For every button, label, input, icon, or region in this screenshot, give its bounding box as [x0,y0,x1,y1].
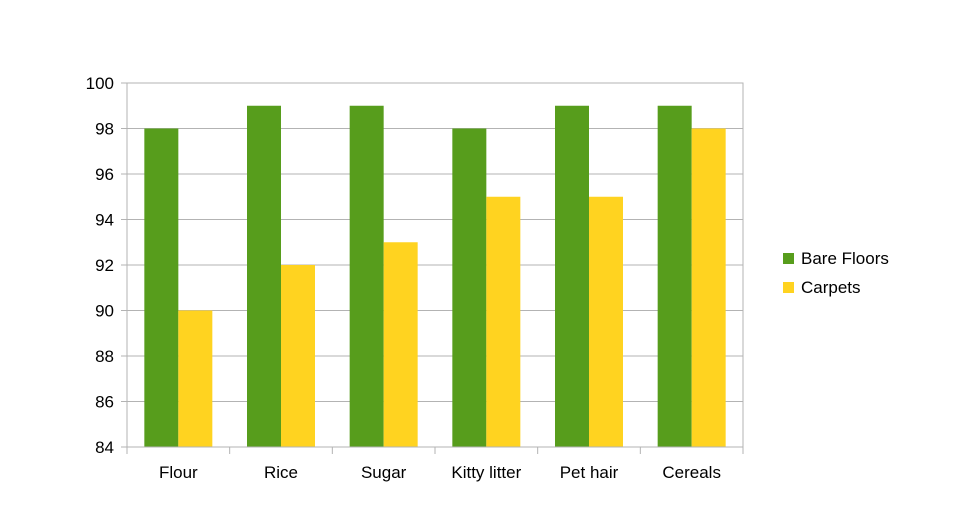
bar-carpets-rice [281,265,315,447]
x-tick-label: Sugar [361,463,407,482]
x-tick-label: Kitty litter [451,463,521,482]
y-tick-label: 86 [95,393,114,412]
y-tick-label: 100 [86,74,114,93]
bar-carpets-cereals [691,128,726,447]
bar-bare-floors-cereals [657,105,692,447]
legend-label: Bare Floors [801,248,889,268]
y-tick-label: 92 [95,256,114,275]
bar-carpets-pet-hair [589,196,623,447]
y-tick-label: 98 [95,120,114,139]
legend-swatch-bare-floors [783,253,794,264]
legend-swatch-carpets [783,282,794,293]
x-tick-label: Rice [264,463,298,482]
x-tick-label: Flour [159,463,198,482]
bar-bare-floors-kitty-litter [452,128,487,447]
y-tick-label: 88 [95,347,114,366]
bar-bare-floors-pet-hair [555,105,589,447]
x-tick-label: Cereals [662,463,721,482]
bar-bare-floors-rice [247,105,281,447]
bar-carpets-flour [178,310,213,447]
bars [144,105,726,447]
x-tick-labels: Flour Rice Sugar Kitty litter Pet hair Cereal… [159,463,721,482]
y-tick-label: 84 [95,438,114,457]
bar-bare-floors-flour [144,128,179,447]
y-tick-label: 90 [95,302,114,321]
x-tick-label: Pet hair [560,463,619,482]
axes [126,82,744,454]
bar-carpets-kitty-litter [486,196,521,447]
y-tick-labels: 84 86 88 90 92 94 96 98 100 [86,74,114,457]
bar-carpets-sugar [383,242,418,447]
gridlines [121,82,743,448]
legend-label: Carpets [801,277,861,297]
legend: Bare Floors Carpets [783,244,943,302]
legend-item-bare-floors: Bare Floors [783,244,943,273]
y-tick-label: 96 [95,165,114,184]
legend-item-carpets: Carpets [783,273,943,302]
bar-bare-floors-sugar [349,105,384,447]
y-tick-label: 94 [95,211,114,230]
